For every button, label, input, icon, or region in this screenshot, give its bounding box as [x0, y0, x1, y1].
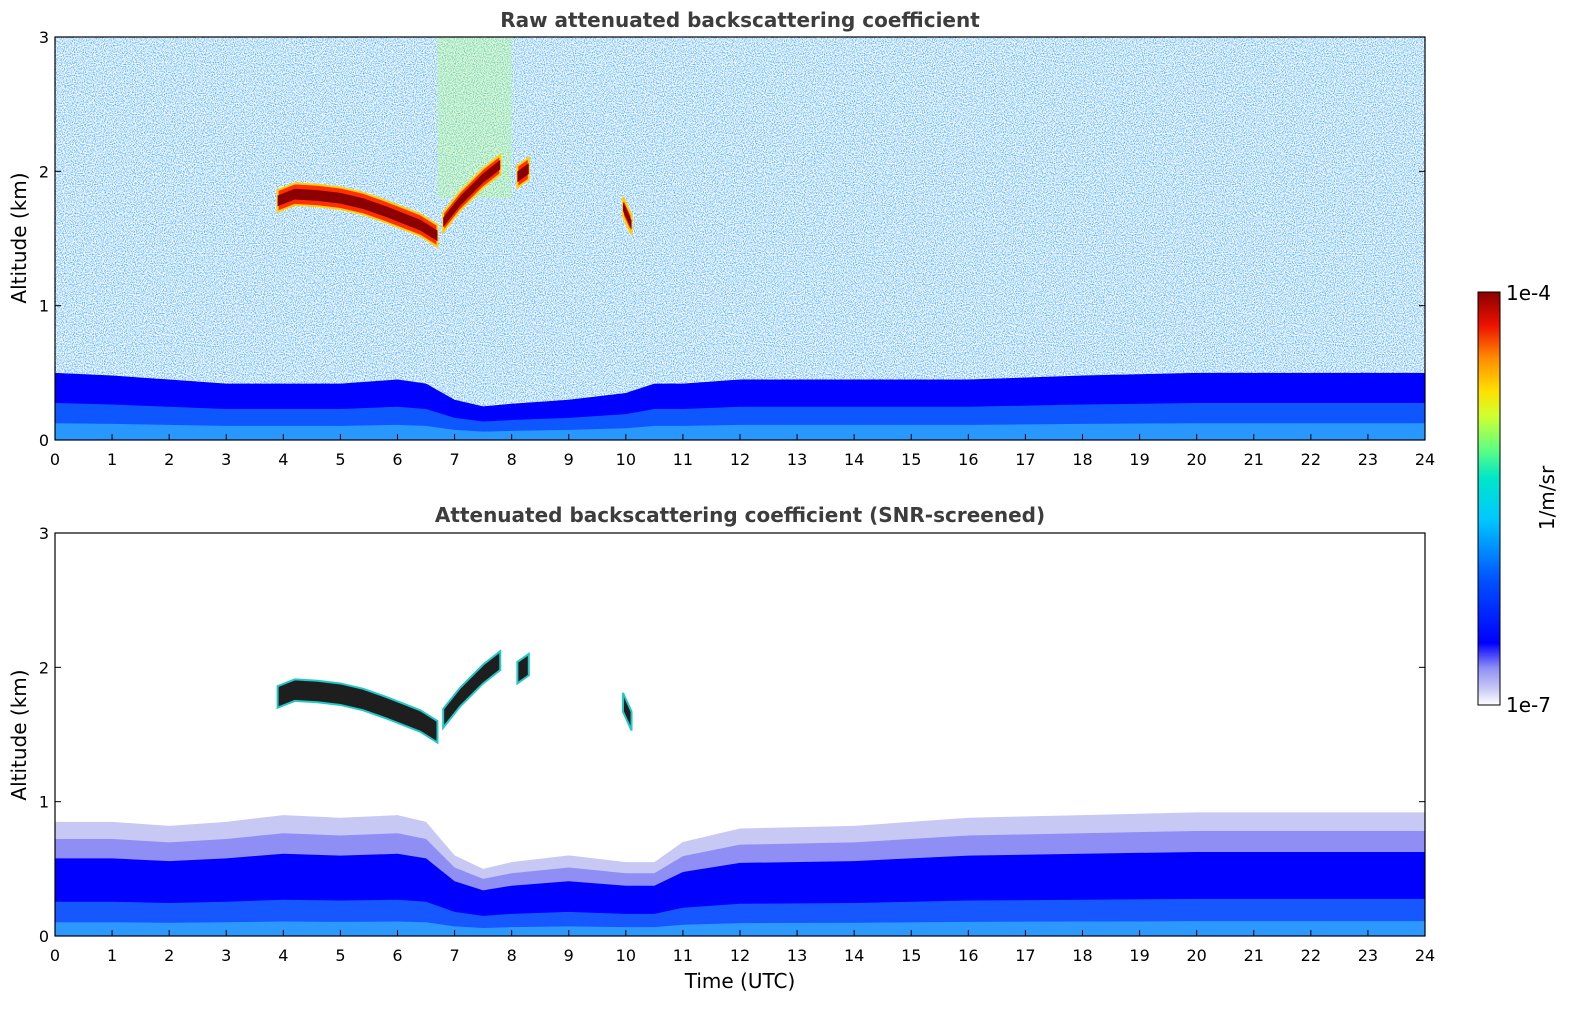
screened-backscatter-panel: Attenuated backscattering coefficient (S…	[7, 503, 1435, 993]
x-tick-label: 12	[730, 450, 750, 469]
x-tick-label: 0	[50, 450, 60, 469]
y-axis: 0 1 2 3	[39, 524, 1425, 946]
y-tick-label: 0	[39, 927, 49, 946]
x-tick-label: 5	[335, 946, 345, 965]
y-tick-label: 1	[39, 793, 49, 812]
y-tick-label: 3	[39, 524, 49, 543]
y-axis-label: Altitude (km)	[7, 669, 31, 800]
cloud-layer	[442, 649, 502, 731]
x-tick-label: 11	[673, 450, 693, 469]
cloud-core	[443, 159, 501, 228]
x-tick-label: 23	[1358, 450, 1378, 469]
heatmap-area	[55, 37, 1425, 440]
x-tick-label: 21	[1244, 946, 1264, 965]
colorbar-min-label: 1e-7	[1506, 693, 1551, 717]
x-tick-label: 7	[449, 946, 459, 965]
x-tick-label: 14	[844, 946, 864, 965]
colorbar-unit-label: 1/m/sr	[1535, 465, 1559, 530]
x-tick-label: 24	[1415, 450, 1435, 469]
x-tick-label: 22	[1301, 450, 1321, 469]
x-tick-label: 19	[1129, 946, 1149, 965]
cloud-core	[622, 201, 632, 230]
colorbar-gradient	[1477, 291, 1501, 706]
x-tick-label: 13	[787, 450, 807, 469]
x-tick-label: 10	[616, 946, 636, 965]
x-tick-label: 6	[392, 450, 402, 469]
cloud-core	[277, 188, 438, 242]
y-tick-label: 3	[39, 28, 49, 47]
heatmap-area	[55, 649, 1425, 936]
x-tick-label: 20	[1186, 450, 1206, 469]
cloud-core	[517, 163, 529, 183]
x-tick-label: 6	[392, 946, 402, 965]
x-tick-label: 7	[449, 450, 459, 469]
x-axis-label: Time (UTC)	[684, 969, 796, 993]
panel-title: Raw attenuated backscattering coefficien…	[500, 8, 980, 32]
x-tick-label: 8	[507, 946, 517, 965]
y-tick-label: 2	[39, 658, 49, 677]
x-tick-label: 19	[1129, 450, 1149, 469]
x-tick-label: 15	[901, 946, 921, 965]
x-tick-label: 2	[164, 450, 174, 469]
x-tick-label: 9	[564, 450, 574, 469]
x-tick-label: 17	[1015, 946, 1035, 965]
x-tick-label: 5	[335, 450, 345, 469]
panel-title: Attenuated backscattering coefficient (S…	[435, 503, 1045, 527]
x-tick-label: 4	[278, 946, 288, 965]
y-tick-label: 2	[39, 162, 49, 181]
x-tick-label: 23	[1358, 946, 1378, 965]
x-tick-label: 0	[50, 946, 60, 965]
x-tick-label: 16	[958, 946, 978, 965]
x-tick-label: 2	[164, 946, 174, 965]
x-axis: 0 1 2 3 4 5 6 7 8 9 10 11 12 13 14 15 16 17 18 19 20 21 22 23 24	[50, 434, 1435, 469]
x-tick-label: 21	[1244, 450, 1264, 469]
colorbar-max-label: 1e-4	[1506, 281, 1551, 305]
x-tick-label: 1	[107, 450, 117, 469]
y-axis: 0 1 2 3	[39, 28, 1425, 450]
colorbar: 1e-4 1e-7 1/m/sr	[1477, 281, 1559, 717]
x-tick-label: 4	[278, 450, 288, 469]
y-axis-label: Altitude (km)	[7, 172, 31, 303]
y-tick-label: 1	[39, 297, 49, 316]
x-tick-label: 22	[1301, 946, 1321, 965]
x-tick-label: 18	[1072, 450, 1092, 469]
x-tick-label: 15	[901, 450, 921, 469]
raw-backscatter-panel: Raw attenuated backscattering coefficien…	[7, 8, 1435, 469]
x-tick-label: 20	[1186, 946, 1206, 965]
x-tick-label: 18	[1072, 946, 1092, 965]
cloud-layer	[516, 651, 530, 686]
x-tick-label: 9	[564, 946, 574, 965]
x-axis: 0 1 2 3 4 5 6 7 8 9 10 11 12 13 14 15 16 17 18 19 20 21 22 23 24	[50, 930, 1435, 965]
cloud-layer	[276, 678, 439, 745]
x-tick-label: 13	[787, 946, 807, 965]
x-tick-label: 11	[673, 946, 693, 965]
x-tick-label: 12	[730, 946, 750, 965]
x-tick-label: 24	[1415, 946, 1435, 965]
x-tick-label: 3	[221, 450, 231, 469]
x-tick-label: 10	[616, 450, 636, 469]
x-tick-label: 16	[958, 450, 978, 469]
x-tick-label: 3	[221, 946, 231, 965]
x-tick-label: 14	[844, 450, 864, 469]
y-tick-label: 0	[39, 431, 49, 450]
cloud-layer	[621, 692, 633, 731]
x-tick-label: 8	[507, 450, 517, 469]
x-tick-label: 1	[107, 946, 117, 965]
x-tick-label: 17	[1015, 450, 1035, 469]
